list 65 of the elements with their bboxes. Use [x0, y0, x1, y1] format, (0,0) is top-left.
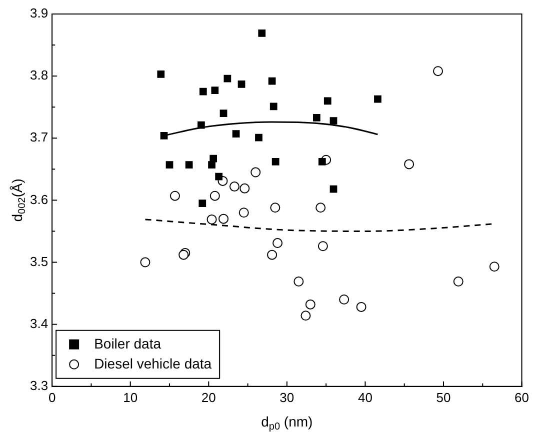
point — [160, 132, 168, 140]
point — [232, 130, 240, 138]
point — [218, 214, 229, 224]
legend-label: Boiler data — [94, 335, 162, 352]
x-tick-label: 50 — [436, 390, 451, 405]
point — [250, 167, 261, 178]
point — [316, 202, 326, 213]
point — [210, 190, 220, 201]
point — [356, 302, 366, 312]
point — [215, 172, 222, 180]
point — [166, 161, 174, 169]
point — [453, 276, 464, 287]
y-tick-label: 3.3 — [30, 378, 48, 393]
x-tick-label: 0 — [48, 390, 56, 405]
point — [211, 86, 219, 94]
point — [270, 202, 280, 213]
point — [294, 276, 304, 287]
point — [258, 30, 266, 37]
point — [238, 208, 249, 218]
x-tick-label: 60 — [514, 390, 530, 405]
y-tick-label: 3.8 — [30, 68, 48, 83]
x-tick-label: 40 — [358, 390, 372, 405]
point — [255, 134, 262, 142]
y-tick-label: 3.4 — [30, 316, 48, 331]
point — [170, 190, 180, 201]
x-tick-label: 10 — [123, 390, 138, 405]
point — [240, 183, 250, 194]
point — [312, 114, 320, 122]
point — [224, 74, 232, 82]
point — [489, 262, 500, 272]
y-axis-title: d002(Å) — [8, 178, 28, 222]
point — [157, 70, 165, 78]
point — [267, 250, 278, 260]
point — [433, 66, 444, 76]
point — [330, 117, 338, 124]
point — [330, 185, 338, 193]
point — [206, 214, 217, 224]
point — [318, 241, 328, 252]
x-tick-label: 30 — [280, 390, 294, 405]
point — [324, 97, 332, 105]
point — [272, 238, 283, 248]
point — [198, 121, 205, 129]
point — [198, 200, 206, 207]
point — [268, 77, 276, 85]
point — [229, 182, 240, 192]
point — [208, 161, 216, 169]
point — [374, 95, 382, 103]
point — [185, 161, 193, 169]
x-tick-label: 20 — [201, 390, 216, 405]
y-tick-label: 3.5 — [30, 254, 48, 269]
point — [300, 310, 311, 321]
point — [404, 159, 414, 170]
y-tick-label: 3.7 — [30, 130, 48, 145]
point — [199, 88, 207, 96]
point — [238, 80, 246, 88]
y-tick-label: 3.6 — [30, 192, 48, 207]
point — [339, 294, 350, 305]
y-tick-label: 3.9 — [30, 6, 48, 21]
point — [220, 110, 228, 117]
legend-label: Diesel vehicle data — [94, 355, 212, 372]
point — [318, 158, 326, 166]
point — [140, 257, 150, 268]
point — [270, 102, 278, 110]
point — [305, 299, 316, 310]
point — [272, 158, 280, 166]
